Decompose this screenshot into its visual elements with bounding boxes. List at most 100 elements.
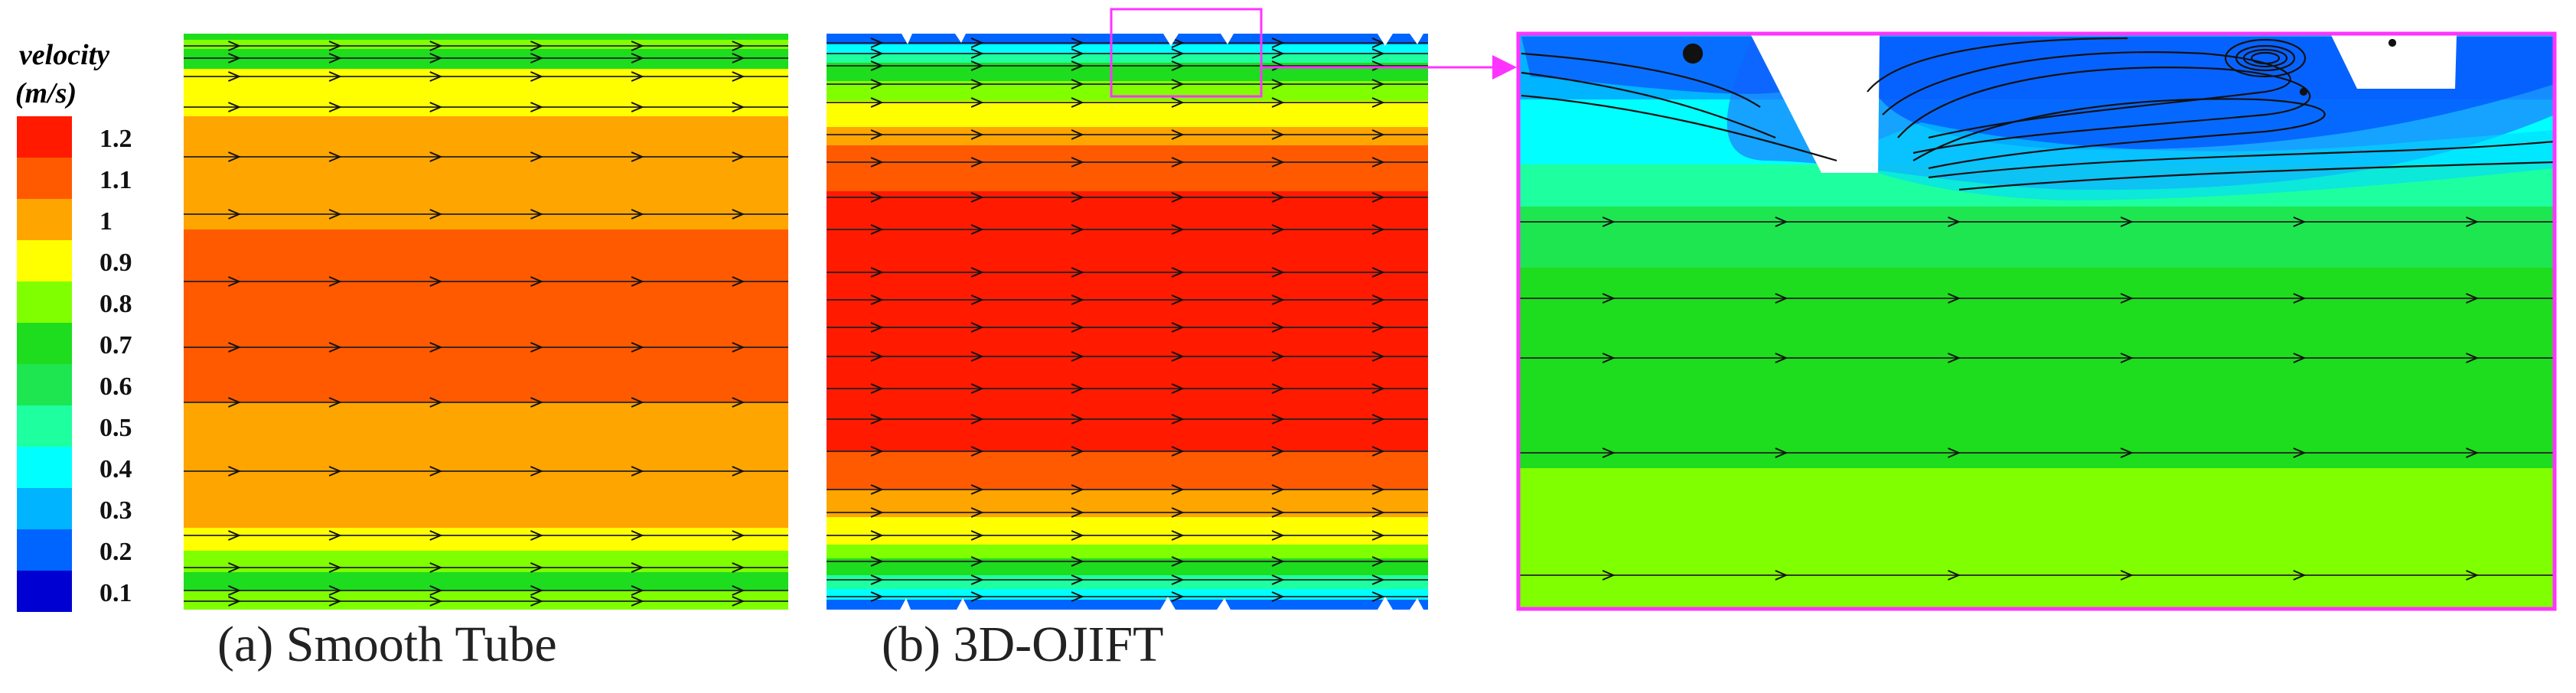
streamline-arrow [1271, 129, 1285, 140]
streamline-arrow [631, 41, 644, 51]
streamline-arrow [1171, 294, 1185, 305]
velocity-band [184, 229, 788, 402]
streamline-arrow [970, 484, 984, 495]
streamline-arrow [2466, 293, 2479, 304]
streamline-arrow [1271, 322, 1285, 333]
velocity-band [184, 591, 788, 610]
velocity-band [827, 575, 1428, 589]
streamline-arrow [970, 351, 984, 362]
streamline-arrow [1371, 60, 1385, 71]
velocity-band [1518, 268, 2555, 306]
streamline-arrow [228, 209, 241, 220]
streamline-arrow [631, 596, 644, 607]
streamline-arrow [2120, 353, 2134, 363]
streamline-arrow [1371, 446, 1385, 457]
streamline-arrow [870, 446, 884, 457]
streamline-arrow [429, 151, 443, 162]
streamline-arrow [1371, 591, 1385, 602]
streamline-arrow [1171, 507, 1185, 518]
streamline-arrow [870, 556, 884, 567]
streamline-arrow [1071, 129, 1084, 140]
streamline-arrow [631, 530, 644, 541]
streamline-arrow [870, 192, 884, 203]
streamline-arrow [1948, 216, 1961, 227]
streamline-arrow [870, 322, 884, 333]
streamline-arrow [631, 276, 644, 287]
streamline-arrow [1171, 484, 1185, 495]
streamline-arrow [1071, 192, 1084, 203]
streamline-arrow [1071, 224, 1084, 235]
streamline-arrow [228, 466, 241, 477]
streamline-arrow [1171, 37, 1185, 48]
zoomed-rib-panel [1516, 31, 2557, 611]
streamline-arrow [530, 53, 543, 63]
streamline-arrow [1371, 129, 1385, 140]
rib-cutouts [1751, 35, 2457, 173]
streamline-arrow [970, 97, 984, 108]
streamline-arrow [732, 276, 745, 287]
velocity-band [827, 101, 1428, 127]
streamline-arrow [870, 484, 884, 495]
ojift-bottom-ribs [900, 597, 1423, 610]
streamline-arrow [530, 71, 543, 82]
streamline-arrow [1602, 293, 1616, 304]
streamline-arrow [970, 60, 984, 71]
streamline-arrow [530, 585, 543, 596]
streamline-arrow [1371, 224, 1385, 235]
streamline-arrow [328, 102, 342, 112]
streamline-arrow [1271, 507, 1285, 518]
legend-tick-label: 1.1 [99, 166, 132, 194]
velocity-band [827, 145, 1428, 191]
streamline-arrow [429, 41, 443, 51]
velocity-band [827, 44, 1428, 54]
vortex-streamlines [1521, 37, 2555, 191]
streamline-arrow [1602, 447, 1616, 458]
velocity-band [184, 528, 788, 551]
streamline-arrow [1271, 484, 1285, 495]
streamline-arrow [429, 530, 443, 541]
streamline-arrow [228, 151, 241, 162]
legend-tick-label: 0.3 [99, 496, 132, 525]
velocity-band [1518, 306, 2555, 468]
streamline-arrow [2466, 447, 2479, 458]
streamline-arrow [1775, 447, 1789, 458]
streamline-arrow [2466, 353, 2479, 363]
streamline-arrow [1948, 353, 1961, 363]
legend-tick-label: 0.5 [99, 414, 132, 442]
streamline-arrow [1948, 293, 1961, 304]
streamline-arrow [970, 383, 984, 394]
streamline-arrow [1371, 351, 1385, 362]
streamline-arrow [970, 591, 984, 602]
streamline-arrow [1948, 447, 1961, 458]
streamline-arrow [970, 267, 984, 278]
streamline-arrow [1371, 97, 1385, 108]
streamline-arrow [1171, 322, 1185, 333]
legend-swatch [17, 240, 72, 281]
velocity-band [184, 551, 788, 572]
legend-colorbar [17, 116, 72, 612]
legend-tick-label: 0.9 [99, 249, 132, 277]
streamline-arrow [328, 276, 342, 287]
streamline-arrow [2120, 447, 2134, 458]
streamline-arrow [870, 574, 884, 585]
streamline-arrow [1171, 383, 1185, 394]
streamline-arrow [2293, 447, 2307, 458]
streamline-arrow [429, 342, 443, 353]
streamline-arrow [1371, 267, 1385, 278]
streamline-arrow [530, 41, 543, 51]
streamline-arrow [1071, 556, 1084, 567]
streamline-arrow [1371, 383, 1385, 394]
streamline-arrow [970, 79, 984, 89]
streamline-arrow [2293, 293, 2307, 304]
streamline-arrow [429, 397, 443, 408]
streamline-arrow [1371, 48, 1385, 59]
streamline-arrow [1171, 414, 1185, 425]
streamline-arrow [530, 276, 543, 287]
streamline-arrow [970, 37, 984, 48]
streamline-arrow [328, 41, 342, 51]
streamline-arrow [2293, 353, 2307, 363]
streamline-arrow [970, 294, 984, 305]
streamline-arrow [228, 102, 241, 112]
streamline-arrow [732, 562, 745, 573]
streamline-arrow [631, 71, 644, 82]
